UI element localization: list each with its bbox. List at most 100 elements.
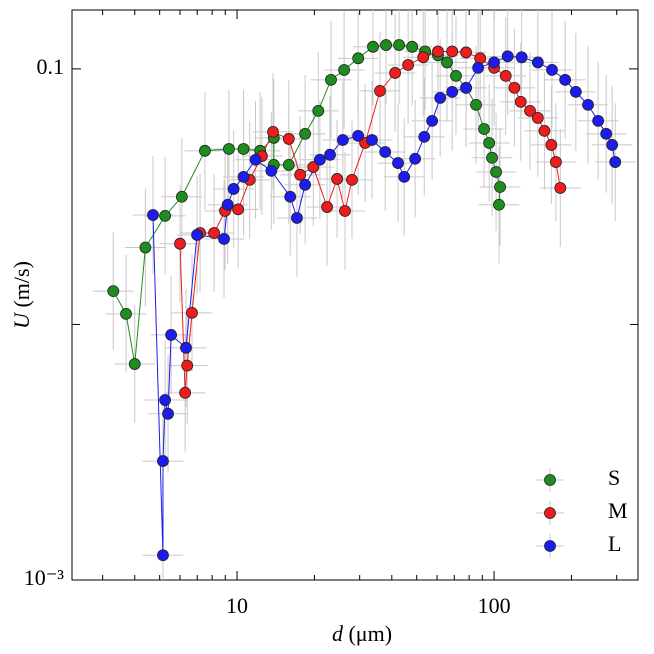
data-point	[417, 51, 430, 64]
data-point	[515, 51, 528, 64]
data-point	[186, 306, 198, 319]
data-point	[265, 164, 278, 177]
legend-label: M	[608, 498, 628, 523]
data-point	[550, 156, 562, 168]
data-point	[569, 85, 582, 98]
data-point	[393, 39, 405, 51]
data-point	[380, 39, 392, 51]
data-point	[432, 45, 444, 58]
data-point	[389, 67, 401, 79]
data-point	[470, 98, 482, 111]
data-point	[609, 156, 622, 168]
data-point	[307, 161, 320, 173]
data-point	[545, 139, 558, 151]
data-point	[493, 198, 505, 211]
data-point	[524, 104, 536, 117]
data-point	[392, 157, 404, 169]
data-point	[162, 407, 174, 420]
data-point	[321, 201, 333, 213]
data-point	[559, 73, 572, 86]
x-tick-label: 10	[226, 593, 248, 618]
data-point	[249, 153, 262, 166]
data-point	[592, 114, 605, 127]
data-point	[338, 64, 351, 76]
data-point	[223, 143, 235, 155]
data-point	[267, 125, 279, 138]
data-point	[339, 205, 351, 217]
legend-marker	[544, 474, 556, 486]
data-point	[174, 237, 186, 250]
data-point	[175, 190, 188, 203]
data-point	[128, 358, 141, 370]
data-point	[514, 95, 527, 108]
legend-marker	[544, 540, 556, 552]
legend-marker	[544, 507, 556, 519]
data-point	[352, 52, 365, 65]
data-point	[324, 148, 336, 161]
data-point	[606, 139, 619, 151]
data-point	[409, 152, 422, 165]
data-point	[501, 50, 514, 63]
data-point	[446, 85, 459, 98]
data-point	[346, 173, 358, 186]
data-point	[446, 45, 459, 58]
y-axis-label: U (m/s)	[9, 261, 34, 329]
data-point	[600, 127, 613, 140]
data-point	[486, 151, 498, 164]
data-point	[336, 134, 349, 146]
data-point	[291, 212, 303, 224]
data-point	[434, 91, 447, 104]
data-point	[218, 233, 230, 245]
data-point	[294, 168, 307, 181]
data-point	[165, 329, 178, 341]
data-point	[460, 81, 472, 94]
data-point	[490, 166, 502, 178]
data-point	[221, 198, 234, 211]
data-point	[418, 130, 431, 143]
data-point	[312, 104, 325, 117]
series-line	[179, 50, 561, 393]
x-axis-label: d (μm)	[332, 621, 392, 646]
data-point	[450, 69, 462, 82]
points	[107, 39, 622, 562]
data-point	[379, 146, 392, 158]
data-point	[227, 183, 240, 195]
data-point	[554, 182, 567, 194]
data-point	[331, 173, 343, 185]
x-label-unit: (μm)	[348, 621, 392, 646]
data-point	[181, 359, 194, 372]
data-point	[232, 203, 245, 216]
legend-label: L	[608, 531, 621, 556]
data-point	[325, 73, 337, 86]
data-point	[299, 127, 312, 140]
data-point	[284, 190, 297, 203]
data-point	[282, 159, 295, 171]
y-label-symbol: U	[9, 311, 34, 329]
data-point	[488, 56, 500, 69]
data-point	[441, 56, 453, 69]
data-point	[107, 285, 120, 298]
data-point	[508, 81, 521, 94]
x-tick-label: 100	[478, 593, 511, 618]
data-point	[179, 386, 192, 399]
data-point	[180, 341, 192, 354]
data-point	[398, 170, 411, 183]
legend-label: S	[608, 465, 620, 490]
y-tick-label: 10⁻³	[24, 565, 65, 590]
data-point	[120, 307, 132, 320]
x-label-symbol: d	[332, 621, 344, 646]
data-point	[367, 40, 379, 53]
data-point	[191, 229, 203, 241]
data-point	[159, 394, 172, 406]
data-point	[366, 134, 378, 146]
data-point	[299, 178, 312, 191]
data-point	[531, 112, 544, 124]
data-point	[237, 170, 250, 183]
data-point	[406, 40, 419, 53]
data-point	[478, 123, 490, 135]
error-bars	[92, 10, 636, 580]
data-point	[546, 63, 558, 76]
data-point	[460, 46, 472, 59]
y-label-unit: (m/s)	[9, 261, 34, 307]
